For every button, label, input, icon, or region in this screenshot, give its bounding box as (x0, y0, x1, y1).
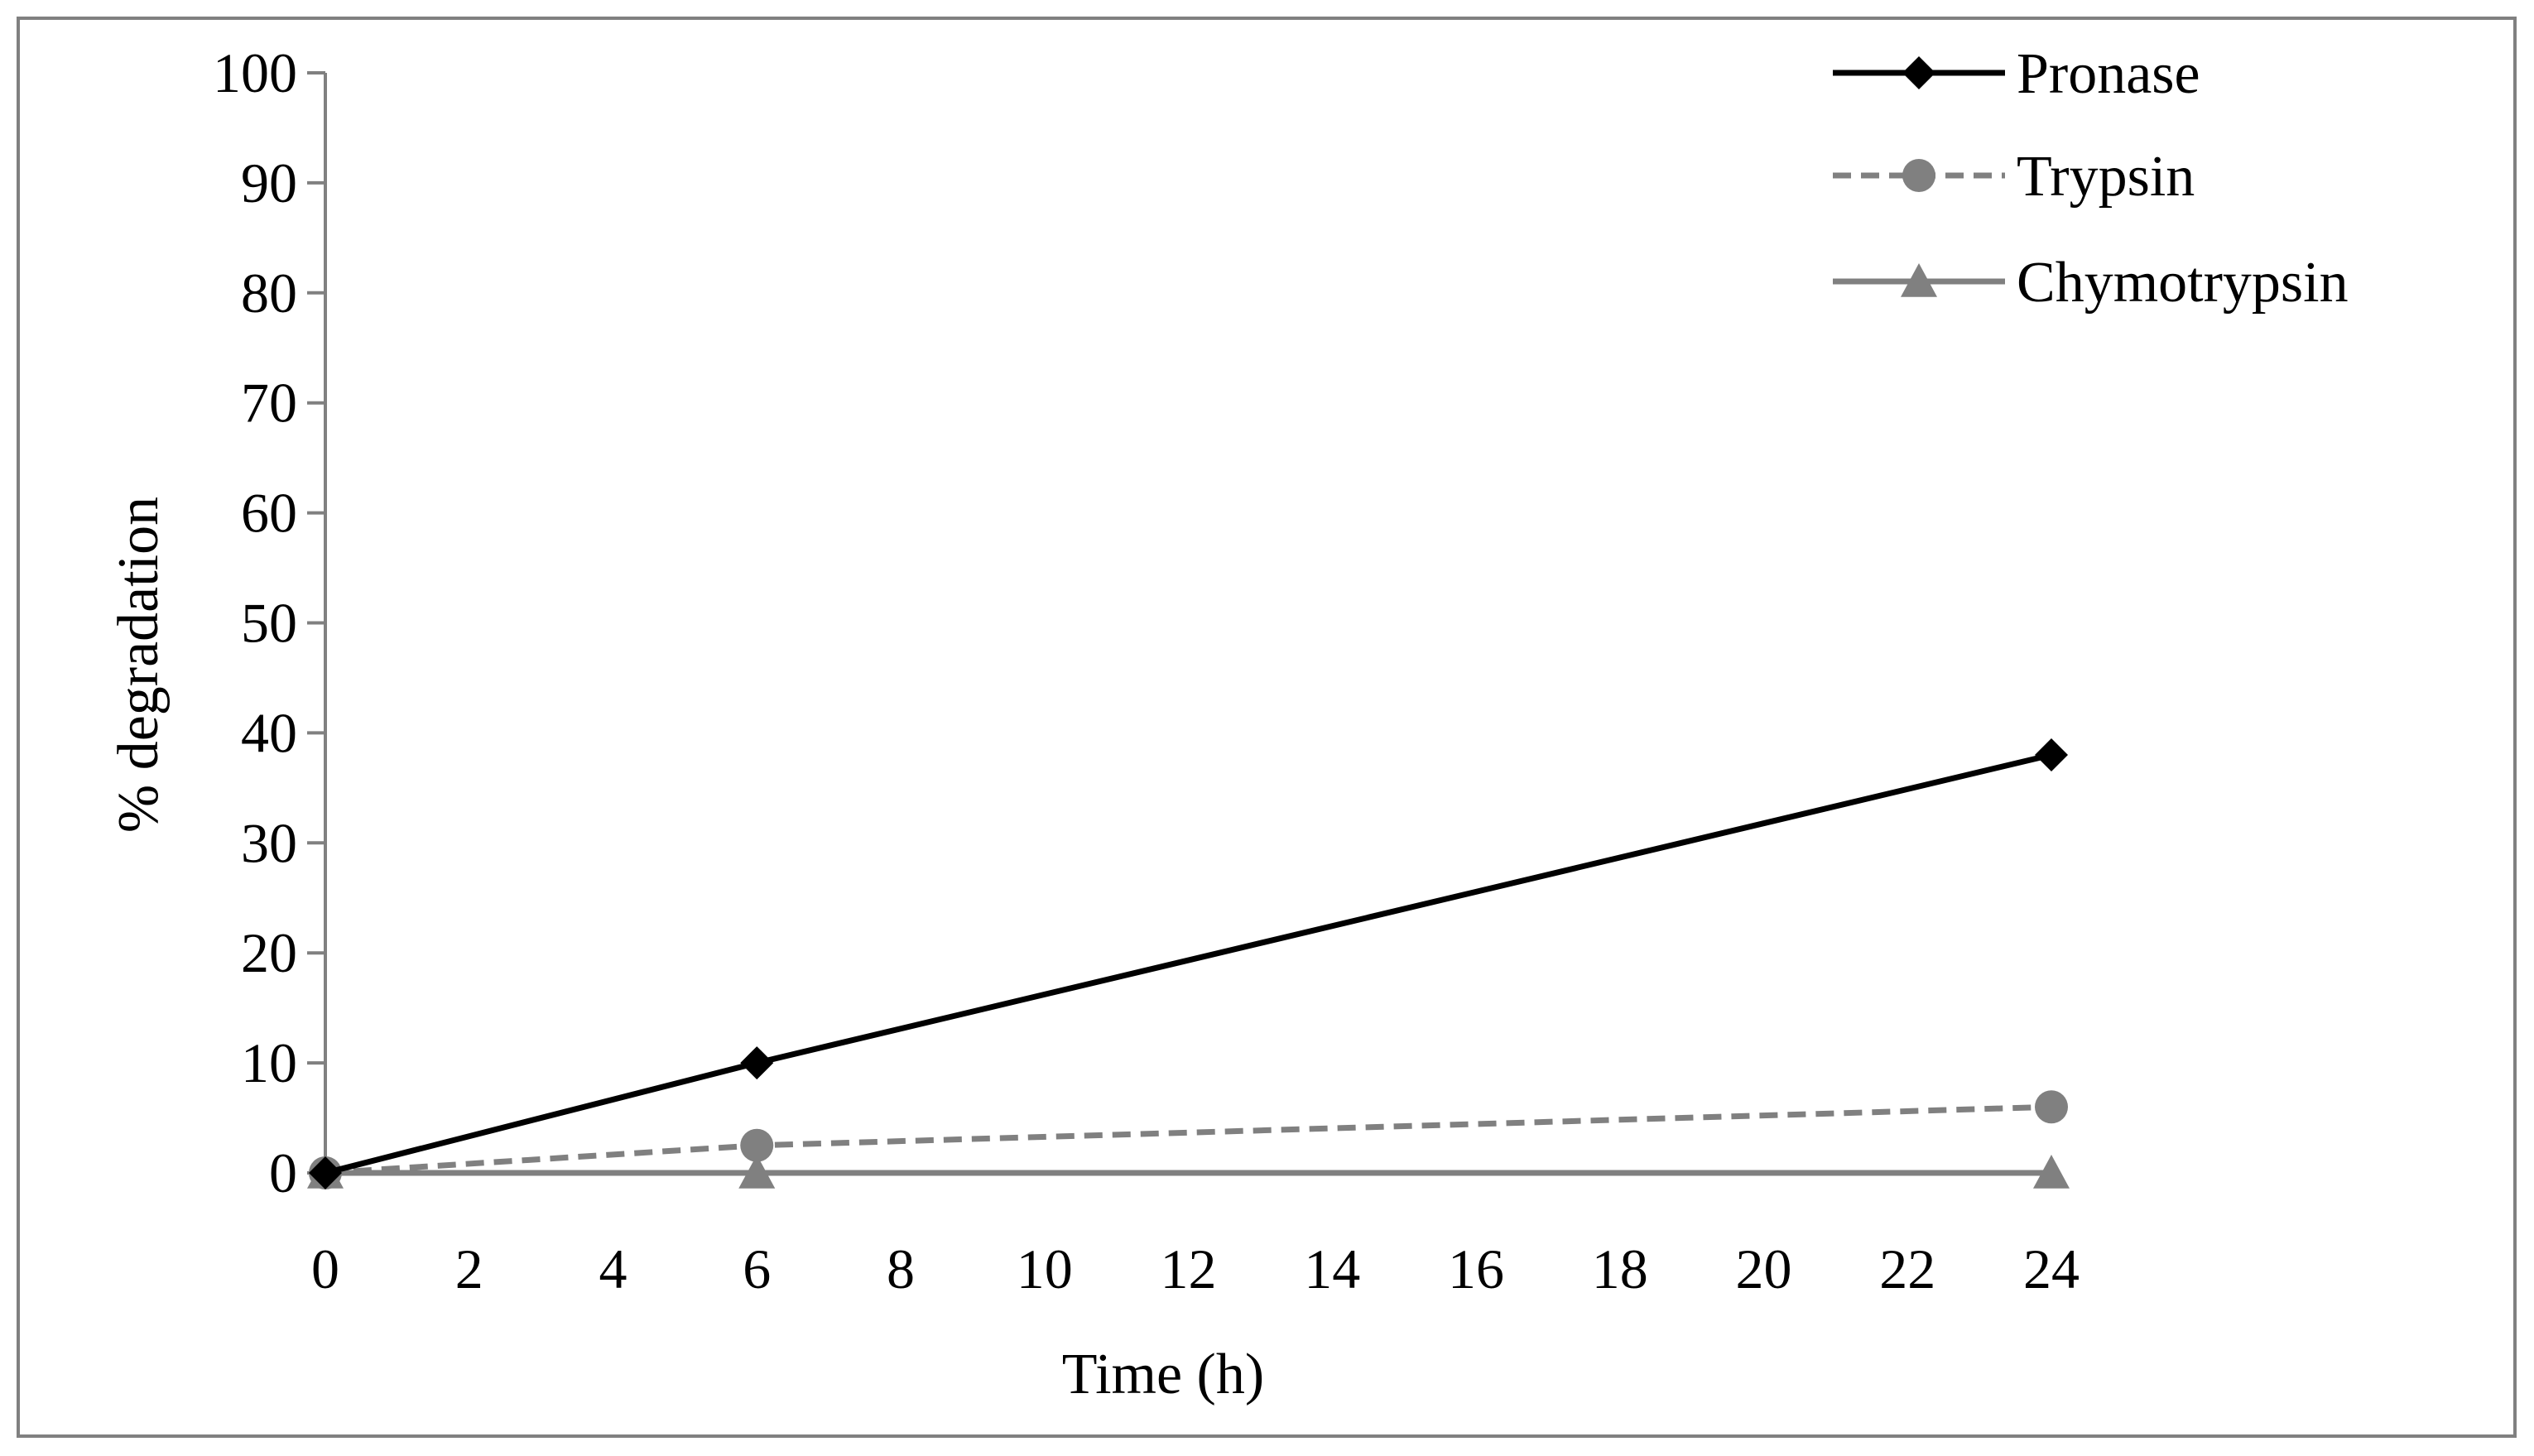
y-tick-label: 30 (241, 811, 297, 874)
y-tick-label: 10 (241, 1031, 297, 1094)
data-point-chymotrypsin (738, 1155, 776, 1189)
data-point-chymotrypsin (2033, 1155, 2070, 1189)
data-point-trypsin (740, 1128, 774, 1162)
legend-item-trypsin: Trypsin (1833, 145, 2195, 209)
y-tick-label: 80 (241, 262, 297, 324)
x-tick-label: 6 (743, 1237, 771, 1300)
x-tick-label: 24 (2023, 1237, 2080, 1300)
y-axis-title: % degradation (107, 497, 171, 833)
y-tick-label: 40 (241, 701, 297, 764)
series-layer (307, 738, 2070, 1189)
x-tick-label: 16 (1448, 1237, 1504, 1300)
series-chymotrypsin (307, 1155, 2070, 1189)
data-point-pronase (2035, 738, 2068, 771)
x-tick-label: 0 (311, 1237, 339, 1300)
series-pronase (309, 738, 2068, 1189)
x-tick-label: 14 (1304, 1237, 1360, 1300)
legend-label-pronase: Pronase (2017, 42, 2200, 106)
y-tick-label: 100 (213, 41, 297, 104)
x-tick-label: 22 (1879, 1237, 1935, 1300)
legend-item-chymotrypsin: Chymotrypsin (1833, 251, 2349, 315)
series-line-pronase (325, 752, 2052, 1176)
y-tick-label: 90 (241, 151, 297, 214)
y-tick-label: 20 (241, 921, 297, 984)
x-tick-label: 18 (1592, 1237, 1648, 1300)
legend-marker-pronase (1902, 56, 1935, 89)
x-tick-label: 2 (455, 1237, 483, 1300)
x-tick-label: 8 (887, 1237, 915, 1300)
y-tick-label: 50 (241, 592, 297, 655)
x-axis-title: Time (h) (1062, 1343, 1264, 1406)
legend-item-pronase: Pronase (1833, 42, 2200, 106)
data-point-pronase (309, 1156, 342, 1189)
x-tick-label: 20 (1736, 1237, 1792, 1300)
x-tick-label: 4 (599, 1237, 627, 1300)
series-line-trypsin (325, 1103, 2052, 1176)
data-point-pronase (740, 1046, 774, 1080)
y-tick-label: 70 (241, 372, 297, 435)
legend-label-trypsin: Trypsin (2017, 145, 2195, 209)
legend-marker-trypsin (1902, 159, 1935, 192)
chart-frame (17, 17, 2517, 1438)
legend-marker-chymotrypsin (1901, 263, 1937, 297)
y-tick-label: 60 (241, 482, 297, 545)
legend-label-chymotrypsin: Chymotrypsin (2017, 251, 2349, 315)
legend: Pronase Trypsin Chymotrypsin (1833, 42, 2349, 315)
x-tick-label: 10 (1017, 1237, 1073, 1300)
y-tick-label: 0 (269, 1141, 297, 1204)
x-tick-label: 12 (1161, 1237, 1217, 1300)
data-point-trypsin (2035, 1090, 2068, 1124)
